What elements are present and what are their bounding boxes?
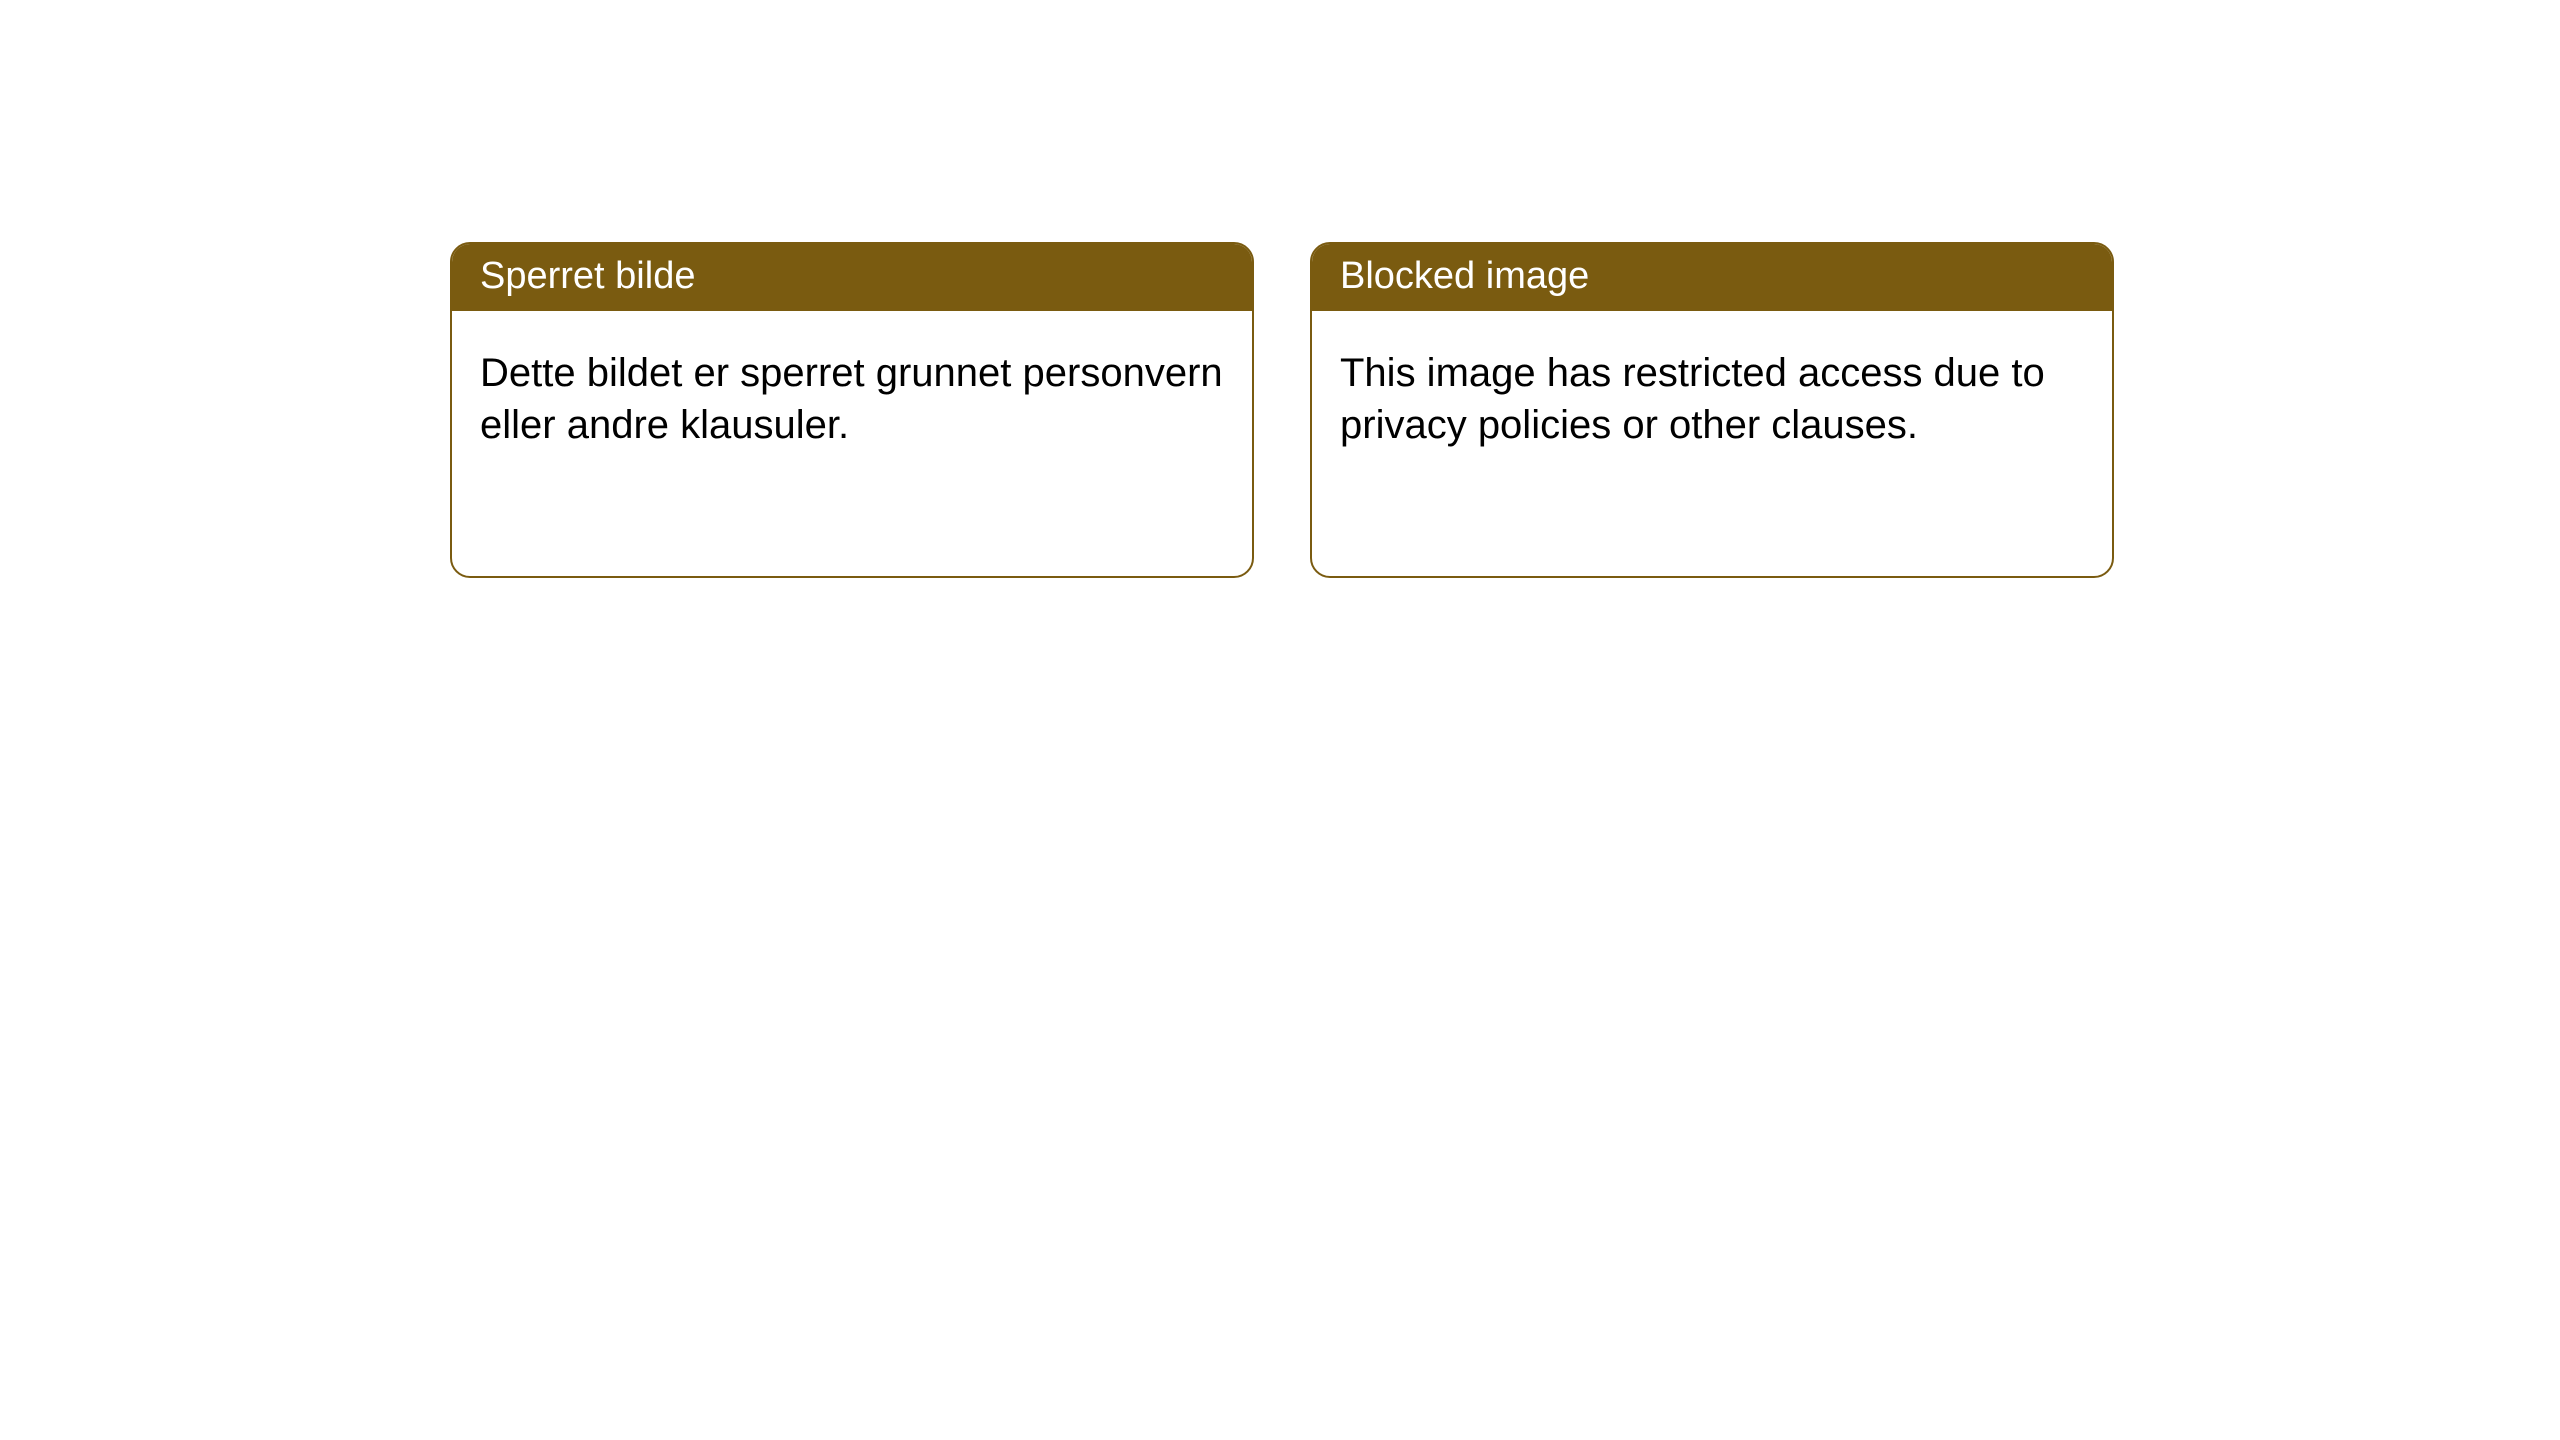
notice-header: Blocked image: [1312, 244, 2112, 311]
notice-body: Dette bildet er sperret grunnet personve…: [452, 311, 1252, 479]
notice-header: Sperret bilde: [452, 244, 1252, 311]
notice-container: Sperret bilde Dette bildet er sperret gr…: [0, 0, 2560, 578]
notice-body: This image has restricted access due to …: [1312, 311, 2112, 479]
notice-card-english: Blocked image This image has restricted …: [1310, 242, 2114, 578]
notice-card-norwegian: Sperret bilde Dette bildet er sperret gr…: [450, 242, 1254, 578]
